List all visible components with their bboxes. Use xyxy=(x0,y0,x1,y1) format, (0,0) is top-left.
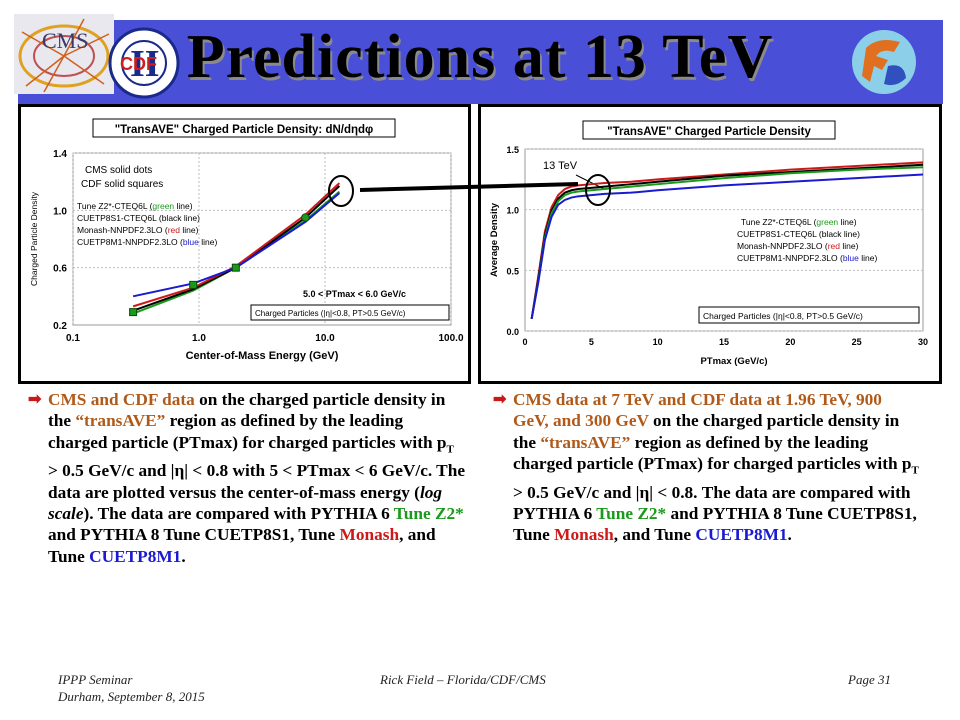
x-tick-label: 0 xyxy=(522,337,527,347)
right-chart-panel: 0.0 0.5 1.0 1.5 0 5 10 15 20 25 30 PTmax (GeV/c) Ave… xyxy=(478,104,942,384)
legend-entry: Tune Z2*-CTEQ6L (green line) xyxy=(741,217,857,227)
data-point-cms xyxy=(301,213,310,222)
right-description: ➡ CMS data at 7 TeV and CDF data at 1.96… xyxy=(493,389,921,546)
x-tick-label: 10 xyxy=(653,337,663,347)
y-tick-label: 1.0 xyxy=(53,206,67,217)
x-tick-label: 1.0 xyxy=(192,333,206,344)
series-line xyxy=(530,173,924,320)
lt-p8: Tune Z2* xyxy=(393,503,464,523)
y-axis-label: Average Density xyxy=(489,202,500,277)
y-tick-label: 0.5 xyxy=(506,266,519,276)
lt-p13: . xyxy=(181,546,186,566)
lt-p5: > 0.5 GeV/c and |η| < 0.8 with 5 < PTmax… xyxy=(48,461,465,502)
x-axis-label: PTmax (GeV/c) xyxy=(700,356,767,367)
y-tick-label: 1.5 xyxy=(506,145,519,155)
legend-entry: Monash-NNPDF2.3LO (red line) xyxy=(77,225,199,235)
rt-p4sub: T xyxy=(911,464,919,477)
cuts-label: Charged Particles (|η|<0.8, PT>0.5 GeV/c… xyxy=(703,311,863,321)
y-tick-label: 0.2 xyxy=(53,321,67,332)
lt-p4sub: T xyxy=(446,443,454,456)
x-tick-label: 15 xyxy=(719,337,729,347)
bullet-arrow-icon: ➡ xyxy=(493,391,507,408)
x-tick-label: 0.1 xyxy=(66,333,80,344)
rt-p1: CMS data at 7 TeV and CDF data at 1.96 T… xyxy=(513,390,882,431)
florida-logo xyxy=(852,30,916,94)
chart-title: "TransAVE" Charged Particle Density: dN/… xyxy=(115,124,374,136)
rt-p7: and PYTHIA 8 Tune CUETP8S1, Tune xyxy=(513,503,917,545)
lt-p10: Monash xyxy=(339,525,400,545)
rt-p2: on the charged particle density in the xyxy=(513,411,900,452)
lt-p11: , and Tune xyxy=(48,525,436,566)
chart-title-box xyxy=(92,118,396,138)
x-axis-label: Center-of-Mass Energy (GeV) xyxy=(186,350,339,362)
right-chart: 0.0 0.5 1.0 1.5 0 5 10 15 20 25 30 PTmax (GeV/c) Ave… xyxy=(489,120,928,367)
chart-title: "TransAVE" Charged Particle Density xyxy=(607,126,811,138)
lt-p12: CUETP8M1 xyxy=(89,546,182,566)
left-chart: 0.2 0.6 1.0 1.4 0.1 1.0 10.0 100.0 Center-of-Mas… xyxy=(29,118,464,362)
cdf-logo: II CDF xyxy=(108,27,180,99)
legend-entry: CUETP8M1-NNPDF2.3LO (blue line) xyxy=(737,253,877,263)
lt-p6: log scale xyxy=(48,482,443,523)
lt-p9: and PYTHIA 8 Tune CUETP8S1, Tune xyxy=(48,525,340,545)
footer-center: Rick Field – Florida/CDF/CMS xyxy=(380,672,546,687)
cuts-box xyxy=(698,306,920,324)
footer-left-2: Durham, September 8, 2015 xyxy=(58,689,205,704)
bullet-arrow-icon: ➡ xyxy=(28,391,42,408)
x-tick-label: 10.0 xyxy=(315,333,335,344)
left-description: ➡ CMS and CDF data on the charged partic… xyxy=(28,389,466,567)
x-tick-label: 5 xyxy=(589,337,594,347)
y-tick-label: 1.0 xyxy=(506,206,519,216)
legend-entry: CUETP8M1-NNPDF2.3LO (blue line) xyxy=(77,237,217,247)
y-tick-label: 0.6 xyxy=(53,264,67,275)
data-point-cdf xyxy=(189,280,198,289)
x-tick-label: 20 xyxy=(785,337,795,347)
x-tick-label: 100.0 xyxy=(438,333,463,344)
energy-label: 13 TeV xyxy=(543,160,578,172)
cuts-box xyxy=(250,304,450,321)
annot-cdf: CDF solid squares xyxy=(81,179,163,190)
legend-entry: CUETP8S1-CTEQ6L (black line) xyxy=(77,213,200,223)
slide-title: Predictions at 13 TeV xyxy=(186,23,774,91)
cms-logo: CMS xyxy=(14,14,114,94)
left-chart-panel: 0.2 0.6 1.0 1.4 0.1 1.0 10.0 100.0 Center-of-Mas… xyxy=(18,104,471,384)
lt-p2: on the charged particle density in the xyxy=(48,390,446,431)
range-label: 5.0 < PTmax < 6.0 GeV/c xyxy=(303,289,406,299)
x-tick-label: 25 xyxy=(852,337,862,347)
y-tick-label: 0.0 xyxy=(506,327,519,337)
rt-p4: region as defined by the leading charged… xyxy=(513,432,912,473)
x-tick-label: 30 xyxy=(918,337,928,347)
cuts-label: Charged Particles (|η|<0.8, PT>0.5 GeV/c… xyxy=(255,309,406,318)
legend-entry: Monash-NNPDF2.3LO (red line) xyxy=(737,241,859,251)
rt-p5: > 0.5 GeV/c and |η| < 0.8. The data are … xyxy=(513,482,911,523)
cms-logo-text: CMS xyxy=(42,28,88,53)
chart-title-box xyxy=(582,120,836,140)
cdf-logo-text: CDF xyxy=(120,54,157,74)
footer-page: Page 31 xyxy=(848,672,891,687)
lt-p3: “transAVE” xyxy=(75,411,166,431)
cdf-logo-roman: II xyxy=(130,43,160,85)
rt-p9: , and Tune xyxy=(613,525,696,545)
footer-left-1: IPPP Seminar xyxy=(58,672,133,687)
y-tick-label: 1.4 xyxy=(53,149,67,160)
rt-p8: Monash xyxy=(554,525,614,545)
lt-p4: region as defined by the leading charged… xyxy=(48,411,447,452)
slide-header: CMS II CDF Predictions at 13 TeV xyxy=(0,0,960,104)
annot-cms: CMS solid dots xyxy=(85,165,152,176)
lt-p7: ). The data are compared with PYTHIA 6 xyxy=(83,503,394,523)
legend-entry: Tune Z2*-CTEQ6L (green line) xyxy=(77,201,193,211)
data-point-cdf xyxy=(231,263,240,272)
lt-p1: CMS and CDF data xyxy=(48,390,195,409)
legend-entry: CUETP8S1-CTEQ6L (black line) xyxy=(737,229,860,239)
rt-p6: Tune Z2* xyxy=(596,503,667,523)
y-axis-label: Charged Particle Density xyxy=(29,191,39,286)
data-point-cdf xyxy=(129,308,138,317)
rt-p10: CUETP8M1 xyxy=(695,525,788,545)
rt-p11: . xyxy=(787,525,792,545)
rt-p3: “transAVE” xyxy=(540,432,631,452)
